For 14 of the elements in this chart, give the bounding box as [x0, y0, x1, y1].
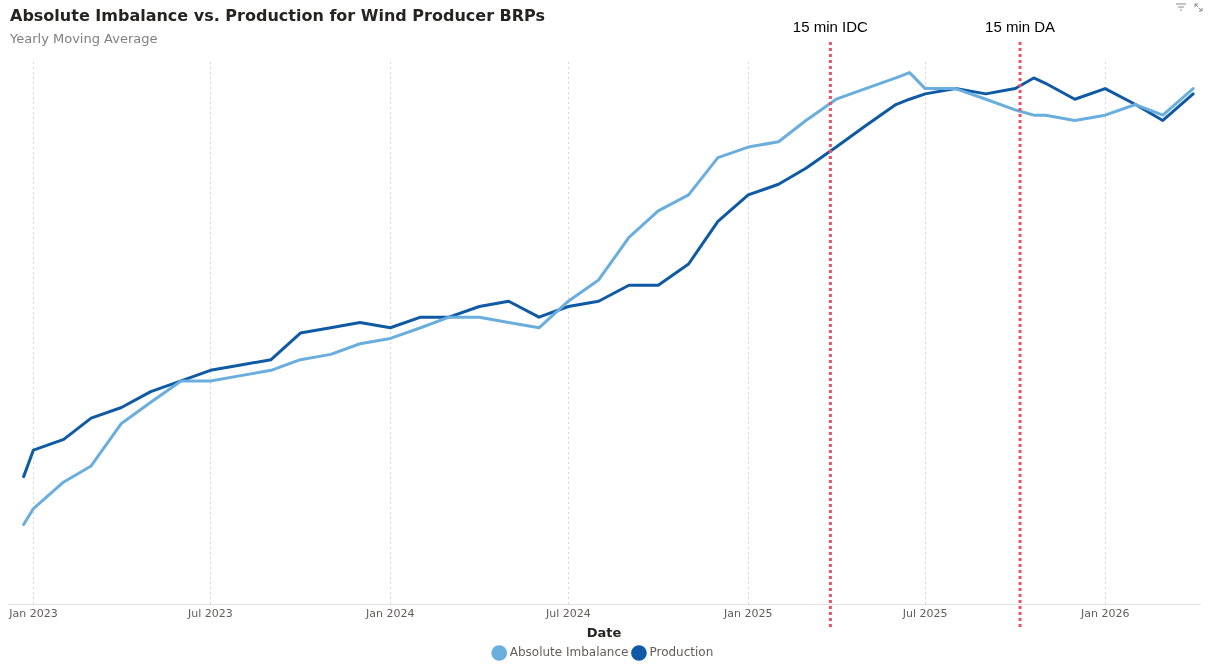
x-axis-title: Date	[586, 624, 622, 640]
x-tick-label: Jul 2025	[901, 606, 948, 620]
x-tick-label: Jul 2023	[187, 606, 233, 620]
chart-subtitle: Yearly Moving Average	[10, 31, 158, 46]
x-tick-label: Jan 2025	[723, 606, 773, 620]
chart-title: Absolute Imbalance vs. Production for Wind Producer BRPs	[10, 6, 546, 25]
x-tick-label: Jul 2024	[544, 606, 591, 620]
legend-label: Absolute Imbalance	[509, 645, 629, 660]
x-tick-label: Jan 2026	[1079, 606, 1130, 620]
x-tick-label: Jan 2023	[8, 606, 58, 620]
legend-label: Production	[649, 645, 714, 660]
ref-line-label: 15 min IDC	[792, 18, 869, 36]
x-tick-label: Jan 2024	[365, 606, 415, 620]
ref-line-label: 15 min DA	[985, 18, 1056, 36]
